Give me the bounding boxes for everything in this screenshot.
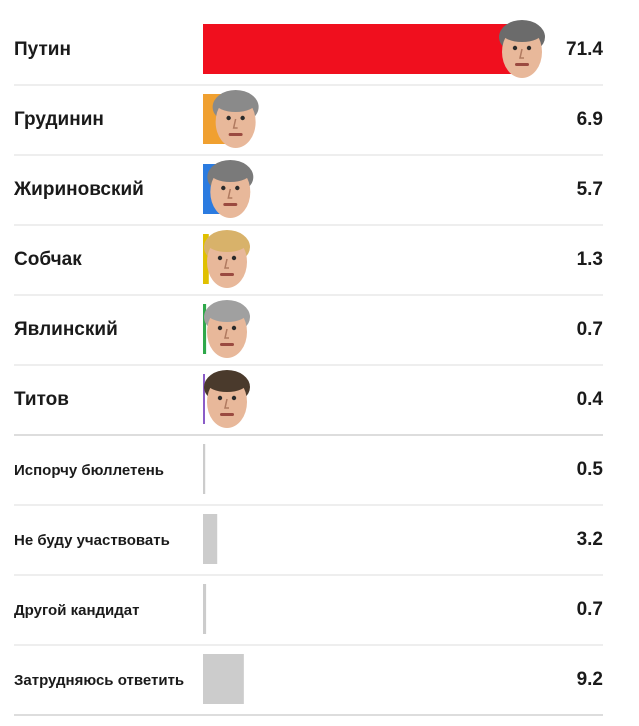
chart-row: Жириновский 5.7 <box>13 160 603 218</box>
category-label: Не буду участвовать <box>14 532 170 549</box>
chart-row: Не буду участвовать 3.2 <box>14 514 603 564</box>
sobchak-portrait <box>204 230 250 288</box>
titov-portrait <box>204 370 250 428</box>
bar <box>203 654 244 704</box>
yavlinsky-portrait <box>204 300 250 358</box>
category-label: Титов <box>14 389 69 410</box>
value-label: 6.9 <box>577 109 603 130</box>
value-label: 3.2 <box>577 529 603 550</box>
chart-row: Явлинский 0.7 <box>14 300 603 358</box>
category-label: Другой кандидат <box>14 602 139 619</box>
category-label: Жириновский <box>13 179 144 200</box>
category-label: Затрудняюсь ответить <box>14 672 184 689</box>
chart-row: Грудинин 6.9 <box>14 90 603 148</box>
value-label: 0.4 <box>577 389 604 410</box>
grudinin-portrait <box>212 90 259 148</box>
chart-row: Другой кандидат 0.7 <box>14 584 603 634</box>
bar <box>203 514 218 564</box>
category-label: Собчак <box>14 249 82 270</box>
category-label: Явлинский <box>14 319 118 340</box>
category-label: Путин <box>14 39 71 60</box>
bar <box>203 234 209 284</box>
bar <box>203 374 205 424</box>
value-label: 71.4 <box>566 39 603 60</box>
bar <box>203 444 206 494</box>
bar <box>203 584 207 634</box>
value-label: 0.7 <box>577 319 603 340</box>
value-label: 0.7 <box>577 599 603 620</box>
value-label: 9.2 <box>577 669 603 690</box>
category-label: Грудинин <box>14 109 104 130</box>
chart-row: Испорчу бюллетень 0.5 <box>14 444 603 494</box>
chart-row: Затрудняюсь ответить 9.2 <box>14 654 603 704</box>
value-label: 5.7 <box>577 179 603 200</box>
bar <box>203 24 520 74</box>
bar <box>203 304 207 354</box>
chart-row: Путин 71.4 <box>14 20 603 78</box>
value-label: 1.3 <box>577 249 603 270</box>
putin-portrait <box>499 20 545 78</box>
value-label: 0.5 <box>577 459 604 480</box>
chart-row: Титов 0.4 <box>14 370 603 428</box>
chart-row: Собчак 1.3 <box>14 230 603 288</box>
category-label: Испорчу бюллетень <box>14 462 164 479</box>
zhirinovsky-portrait <box>207 160 254 218</box>
